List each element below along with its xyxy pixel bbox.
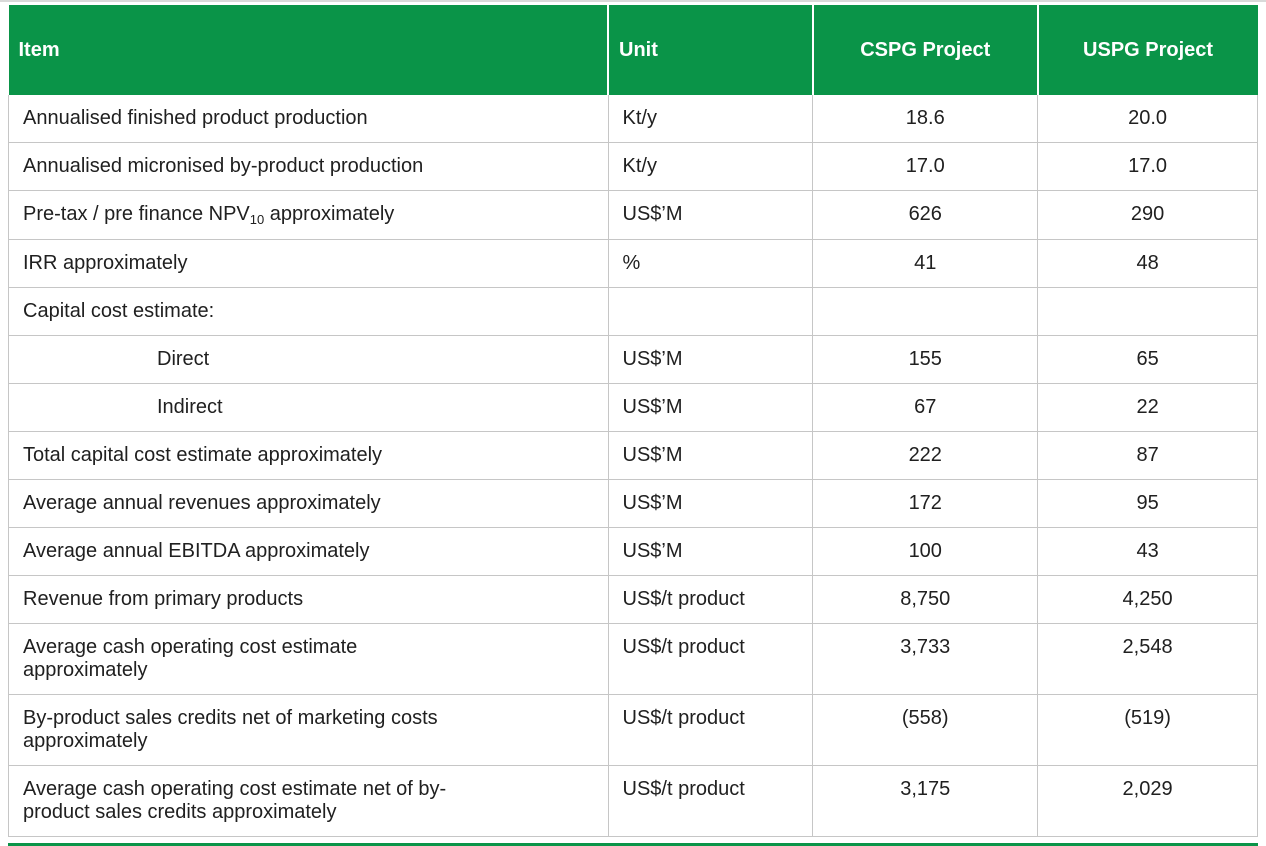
- unit-cell: US$/t product: [607, 575, 814, 624]
- uspg-value-cell: 48: [1037, 239, 1258, 288]
- uspg-value-cell: 2,029: [1037, 765, 1258, 837]
- cspg-value-cell: 626: [812, 190, 1039, 240]
- item-cell: IRR approximately: [8, 239, 609, 288]
- item-cell: Indirect: [8, 383, 609, 432]
- table-row: Direct US$’M 155 65: [8, 335, 1258, 384]
- uspg-value-cell: 65: [1037, 335, 1258, 384]
- unit-cell: US$’M: [607, 479, 814, 528]
- cspg-value-cell: 222: [812, 431, 1039, 480]
- column-header-unit: Unit: [607, 5, 813, 95]
- item-cell: Pre-tax / pre finance NPV10 approximatel…: [8, 190, 609, 240]
- column-header-uspg-project: USPG Project: [1036, 5, 1258, 95]
- unit-cell: US$/t product: [607, 623, 814, 695]
- uspg-value-cell: 290: [1037, 190, 1258, 240]
- table-row: Annualised micronised by-product product…: [8, 142, 1258, 191]
- item-cell: Average cash operating cost estimate app…: [8, 623, 609, 695]
- item-cell: Average annual EBITDA approximately: [8, 527, 609, 576]
- item-cell: By-product sales credits net of marketin…: [8, 694, 609, 766]
- table-row: Average annual EBITDA approximately US$’M…: [8, 527, 1258, 576]
- item-cell: Revenue from primary products: [8, 575, 609, 624]
- uspg-value-cell: 20.0: [1037, 95, 1258, 143]
- cspg-value-cell: 8,750: [812, 575, 1039, 624]
- page-top-edge: [0, 0, 1266, 2]
- cspg-value-cell: 17.0: [812, 142, 1039, 191]
- uspg-value-cell: [1037, 287, 1258, 336]
- unit-cell: US$’M: [607, 335, 814, 384]
- uspg-value-cell: (519): [1037, 694, 1258, 766]
- table-row: Revenue from primary products US$/t produ…: [8, 575, 1258, 624]
- table-row: By-product sales credits net of marketin…: [8, 694, 1258, 766]
- table-row: Capital cost estimate:: [8, 287, 1258, 336]
- item-cell: Annualised micronised by-product product…: [8, 142, 609, 191]
- cspg-value-cell: 67: [812, 383, 1039, 432]
- table-row: Total capital cost estimate approximatel…: [8, 431, 1258, 480]
- uspg-value-cell: 87: [1037, 431, 1258, 480]
- cspg-value-cell: 3,733: [812, 623, 1039, 695]
- header-row: Item Unit CSPG Project USPG Project: [8, 5, 1258, 95]
- item-cell: Average cash operating cost estimate net…: [8, 765, 609, 837]
- cspg-value-cell: 155: [812, 335, 1039, 384]
- financial-summary-table: Item Unit CSPG Project USPG Project Annu…: [8, 5, 1258, 837]
- cspg-value-cell: 3,175: [812, 765, 1039, 837]
- cspg-value-cell: (558): [812, 694, 1039, 766]
- table-row: Annualised finished product production Kt…: [8, 95, 1258, 143]
- item-cell: Capital cost estimate:: [8, 287, 609, 336]
- table-row: Average cash operating cost estimate net…: [8, 765, 1258, 837]
- table-row: Average annual revenues approximately US$…: [8, 479, 1258, 528]
- uspg-value-cell: 43: [1037, 527, 1258, 576]
- npv-subscript: 10: [249, 212, 265, 227]
- unit-cell: US$’M: [607, 190, 814, 240]
- table-row: IRR approximately% 41 48: [8, 239, 1258, 288]
- unit-cell: US$’M: [607, 431, 814, 480]
- uspg-value-cell: 17.0: [1037, 142, 1258, 191]
- uspg-value-cell: 4,250: [1037, 575, 1258, 624]
- cspg-value-cell: 100: [812, 527, 1039, 576]
- unit-cell: US$/t product: [607, 765, 814, 837]
- cspg-value-cell: 41: [812, 239, 1039, 288]
- financial-summary-table-wrap: Item Unit CSPG Project USPG Project Annu…: [8, 5, 1258, 837]
- uspg-value-cell: 95: [1037, 479, 1258, 528]
- unit-cell: %: [607, 239, 814, 288]
- uspg-value-cell: 2,548: [1037, 623, 1258, 695]
- item-cell: Annualised finished product production: [8, 95, 609, 143]
- table-row: Pre-tax / pre finance NPV10 approximatel…: [8, 190, 1258, 240]
- unit-cell: [607, 287, 814, 336]
- table-row: Indirect US$’M 67 22: [8, 383, 1258, 432]
- column-header-cspg-project: CSPG Project: [811, 5, 1038, 95]
- unit-cell: US$’M: [607, 383, 814, 432]
- unit-cell: US$/t product: [607, 694, 814, 766]
- unit-cell: US$’M: [607, 527, 814, 576]
- column-header-item: Item: [8, 5, 609, 95]
- table-bottom-border: [8, 843, 1258, 846]
- cspg-value-cell: 18.6: [812, 95, 1039, 143]
- item-cell: Average annual revenues approximately: [8, 479, 609, 528]
- unit-cell: Kt/y: [607, 142, 814, 191]
- uspg-value-cell: 22: [1037, 383, 1258, 432]
- cspg-value-cell: [812, 287, 1039, 336]
- item-cell: Direct: [8, 335, 609, 384]
- cspg-value-cell: 172: [812, 479, 1039, 528]
- table-row: Average cash operating cost estimate app…: [8, 623, 1258, 695]
- item-cell: Total capital cost estimate approximatel…: [8, 431, 609, 480]
- unit-cell: Kt/y: [607, 95, 814, 143]
